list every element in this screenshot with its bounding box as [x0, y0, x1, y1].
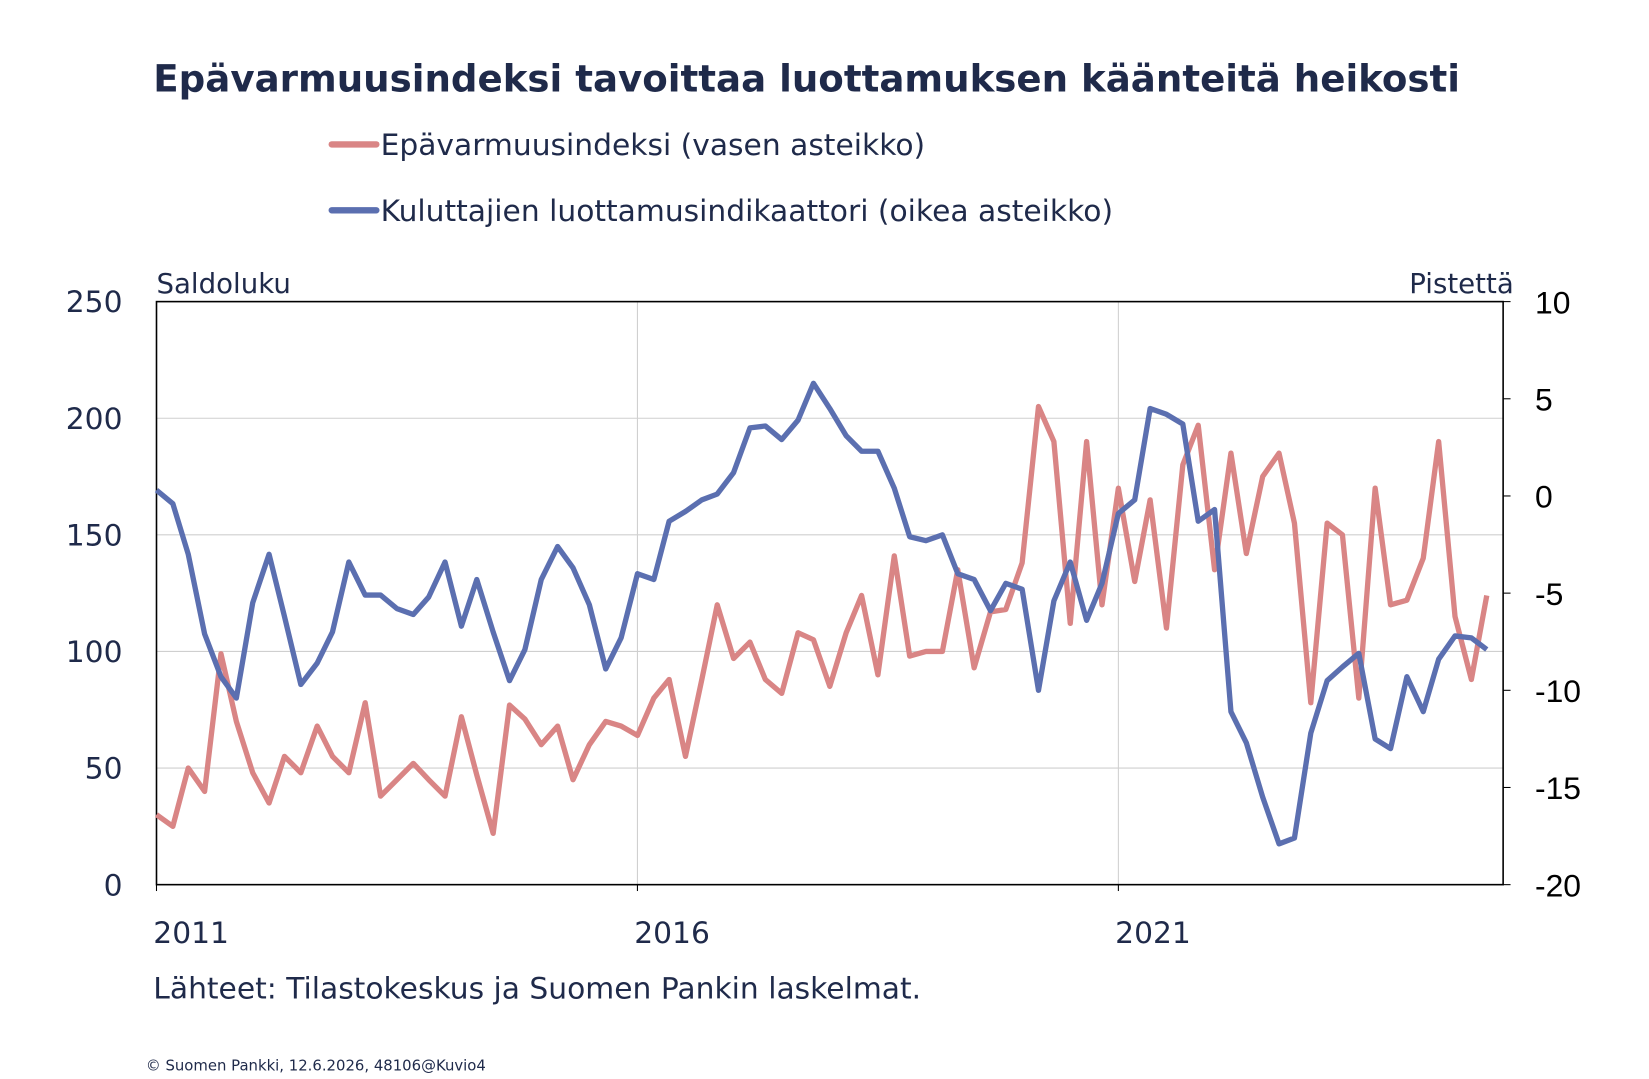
y2-tick-label: -20: [1535, 867, 1581, 903]
y2-axis-label: Pistettä: [1409, 267, 1513, 300]
y2-tick-label: -10: [1535, 673, 1581, 709]
y2-tick-label: 0: [1535, 479, 1553, 515]
legend-label: Kuluttajien luottamusindikaattori (oikea…: [381, 194, 1113, 229]
y2-tick-label: 10: [1535, 284, 1570, 320]
x-tick-label: 2021: [1115, 916, 1191, 951]
y-tick-label: 200: [66, 402, 123, 437]
y2-tick-label: -15: [1535, 770, 1581, 806]
footer: © Suomen Pankki, 12.6.2026, 48106@Kuvio4: [146, 1057, 486, 1075]
line-series: [154, 403, 1490, 837]
y-tick-label: 50: [85, 752, 123, 787]
y-tick-label: 0: [104, 868, 123, 903]
y-axis-label: Saldoluku: [156, 267, 290, 300]
y-tick-label: 250: [66, 285, 123, 320]
chart-title: Epävarmuusindeksi tavoittaa luottamuksen…: [153, 56, 1460, 100]
y2-tick-label: -5: [1535, 576, 1563, 612]
y-tick-label: 100: [66, 635, 123, 670]
plot-frame: [155, 300, 1504, 886]
line-series: [154, 380, 1489, 847]
x-tick-label: 2016: [634, 916, 710, 951]
source-note: Lähteet: Tilastokeskus ja Suomen Pankin …: [153, 971, 921, 1006]
x-tick-label: 2011: [153, 916, 229, 951]
y2-tick-label: 5: [1535, 381, 1553, 417]
y-tick-label: 150: [66, 518, 123, 553]
legend-label: Epävarmuusindeksi (vasen asteikko): [381, 128, 926, 163]
